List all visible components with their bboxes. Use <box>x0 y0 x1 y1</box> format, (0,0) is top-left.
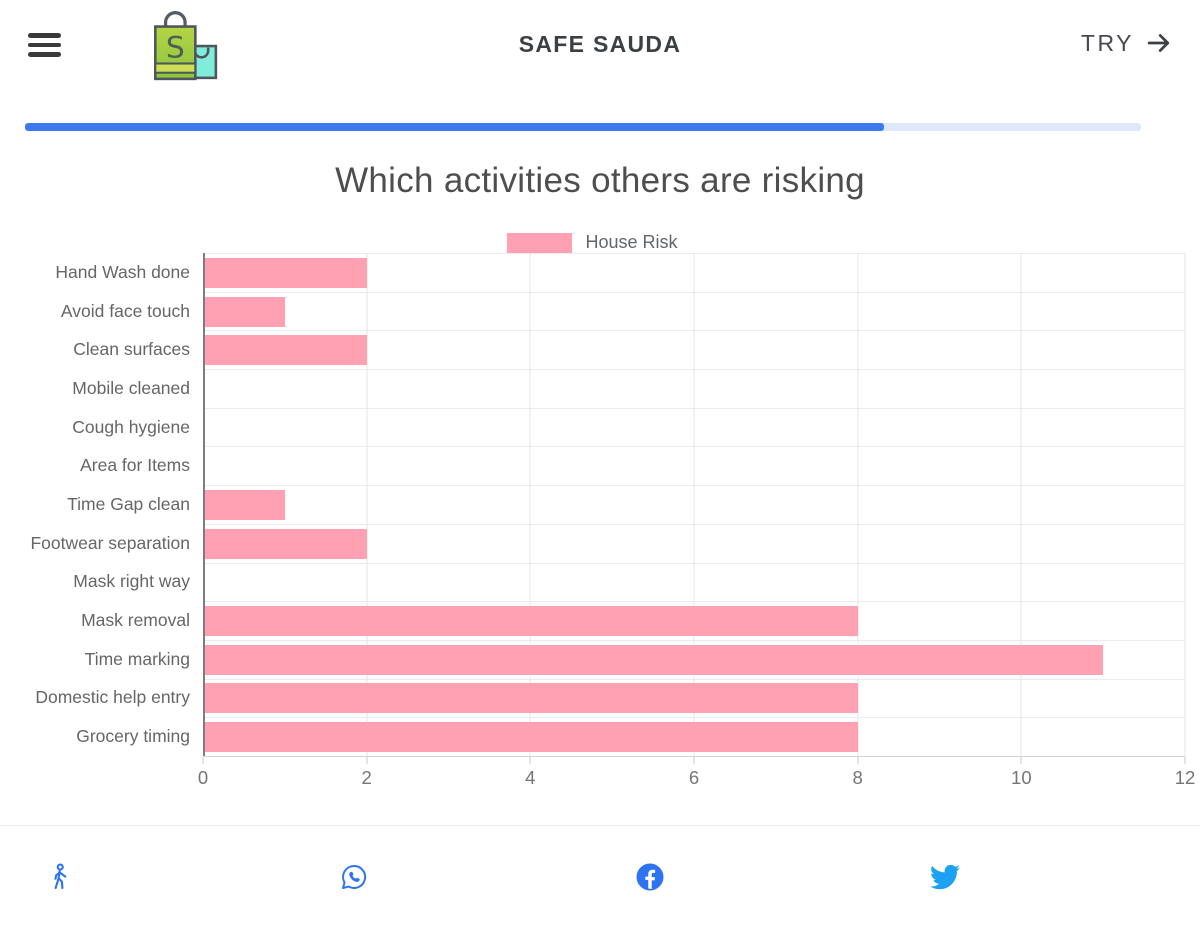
app-header: S SAFE SAUDA TRY <box>0 0 1200 90</box>
progress-bar-fill <box>25 123 885 131</box>
x-tick <box>529 756 531 764</box>
x-tick <box>202 756 204 764</box>
category-label: Grocery timing <box>76 726 190 747</box>
x-tick <box>1020 756 1022 764</box>
bar <box>203 683 858 714</box>
chart-legend-item[interactable]: House Risk <box>0 232 1185 253</box>
try-label: TRY <box>1080 29 1134 56</box>
x-tick-label: 8 <box>852 766 863 788</box>
category-label: Mobile cleaned <box>72 377 190 398</box>
chart-row <box>203 639 1185 679</box>
category-label: Footwear separation <box>30 532 190 553</box>
bar <box>203 644 1104 675</box>
svg-text:S: S <box>166 30 185 65</box>
x-axis: 0 2 4 6 8 10 12 <box>198 755 1195 794</box>
gridline <box>529 253 531 756</box>
bar <box>203 606 858 637</box>
category-label: Domestic help entry <box>35 687 190 708</box>
x-tick-label: 12 <box>1174 766 1196 788</box>
walking-person-icon[interactable] <box>44 862 74 892</box>
x-tick <box>857 756 859 764</box>
bar <box>203 257 367 288</box>
gridline <box>366 253 368 756</box>
gridline <box>1020 253 1022 756</box>
plot-area <box>203 253 1186 756</box>
x-tick-label: 10 <box>1011 766 1032 788</box>
whatsapp-icon[interactable] <box>339 862 369 892</box>
arrow-right-icon <box>1147 34 1170 52</box>
footer <box>0 824 1200 892</box>
x-tick-label: 0 <box>197 766 209 788</box>
gridline <box>1184 253 1186 756</box>
category-label: Avoid face touch <box>60 300 190 321</box>
category-label: Hand Wash done <box>55 261 190 282</box>
x-tick <box>1184 756 1186 764</box>
legend-swatch <box>507 232 573 253</box>
shopping-bag-logo-icon[interactable]: S <box>146 5 218 88</box>
page-title: Which activities others are risking <box>335 161 865 200</box>
category-axis: Hand Wash done Avoid face touch Clean surf… <box>0 253 203 756</box>
category-label: Mask removal <box>81 610 190 631</box>
x-tick-label: 6 <box>688 766 700 788</box>
category-label: Area for Items <box>80 455 190 476</box>
y-axis-line <box>203 253 205 756</box>
progress-bar <box>25 123 1141 131</box>
x-tick <box>366 756 368 764</box>
x-tick-label: 4 <box>525 766 536 788</box>
category-label: Time marking <box>84 648 190 669</box>
gridline <box>693 253 695 756</box>
category-label: Cough hygiene <box>72 416 190 437</box>
try-button[interactable]: TRY <box>1081 29 1173 57</box>
bar <box>203 489 285 520</box>
x-tick <box>693 756 695 764</box>
category-label: Mask right way <box>73 571 190 592</box>
bar <box>203 296 285 327</box>
chart-row <box>203 601 1185 640</box>
bar <box>203 528 367 559</box>
menu-icon[interactable] <box>28 33 61 57</box>
chart-row <box>203 717 1185 756</box>
gridline <box>857 253 859 756</box>
bar-chart: House Risk Hand Wash done Avoid face touc… <box>0 232 1195 794</box>
bar <box>203 722 858 753</box>
category-label: Clean surfaces <box>73 339 190 360</box>
chart-row <box>203 678 1185 718</box>
app-title: SAFE SAUDA <box>518 31 682 57</box>
bar <box>203 335 367 366</box>
category-label: Time Gap clean <box>67 493 190 514</box>
facebook-icon[interactable] <box>635 862 665 892</box>
legend-label: House Risk <box>585 232 678 252</box>
x-tick-label: 2 <box>361 766 372 788</box>
twitter-icon[interactable] <box>929 862 960 892</box>
